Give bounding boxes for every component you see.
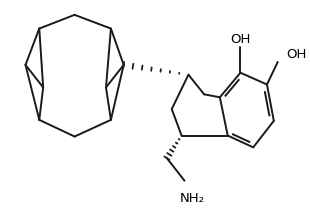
Text: OH: OH [286, 48, 307, 61]
Text: NH₂: NH₂ [180, 192, 205, 205]
Text: OH: OH [230, 33, 251, 46]
